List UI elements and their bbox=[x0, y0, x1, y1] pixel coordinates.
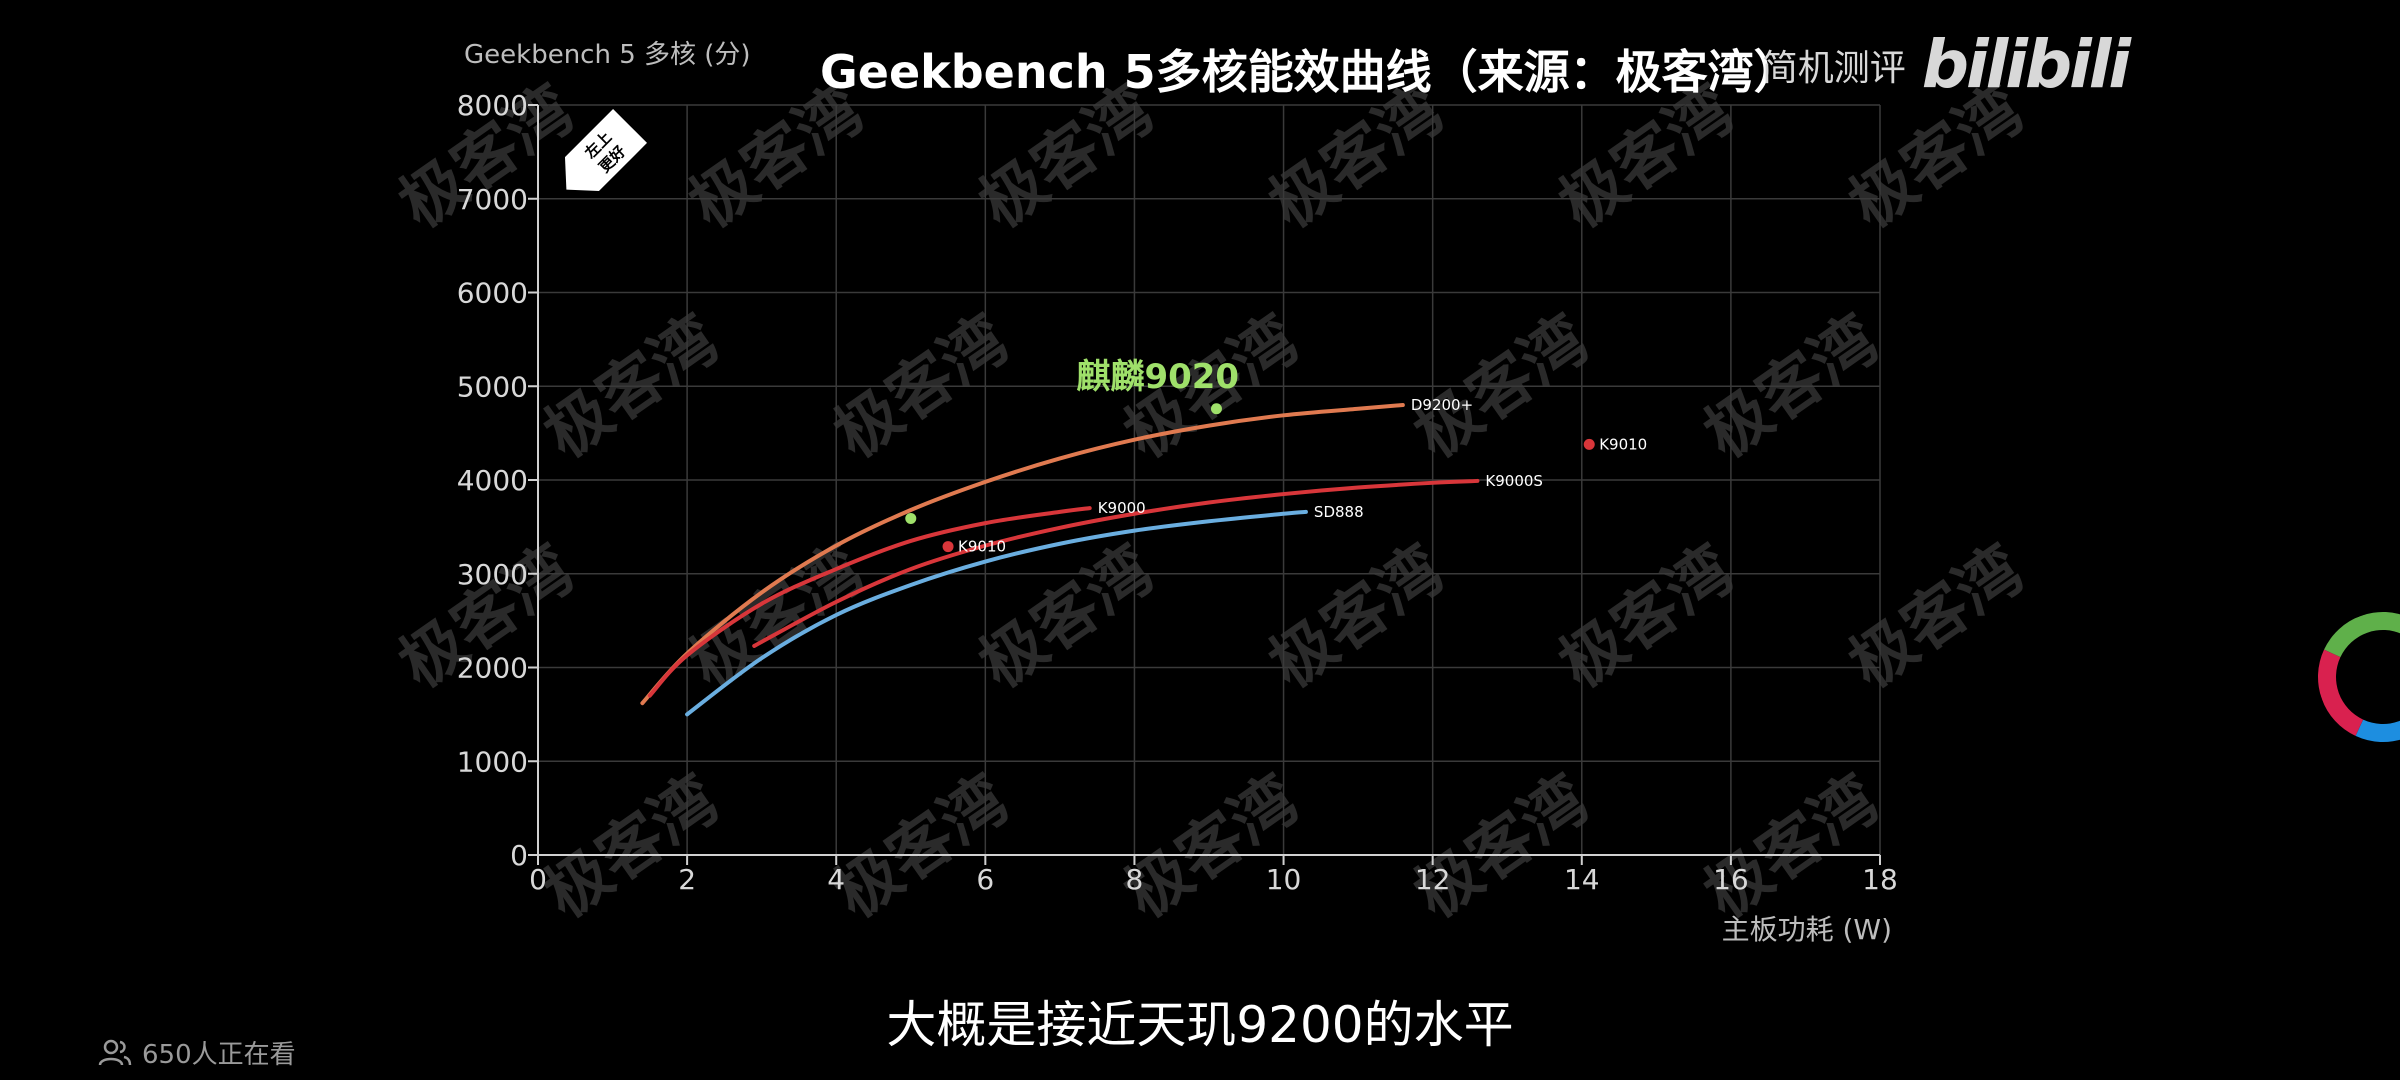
watermark-text: 极客湾 bbox=[1547, 532, 1747, 703]
x-axis-label: 主板功耗 (W) bbox=[1722, 913, 1892, 946]
point-label: K9010 bbox=[958, 538, 1006, 556]
y-tick-label: 2000 bbox=[457, 652, 528, 685]
viewer-count-text: 650人正在看 bbox=[142, 1040, 296, 1070]
viewer-count: 650人正在看 bbox=[98, 1034, 296, 1071]
series-label-d9200: D9200+ bbox=[1411, 396, 1473, 414]
watermark-text: 极客湾 bbox=[1402, 302, 1602, 473]
data-markers bbox=[905, 403, 1595, 553]
x-tick-label: 2 bbox=[678, 863, 696, 896]
video-subtitle: 大概是接近天玑9200的水平 bbox=[886, 996, 1514, 1054]
y-axis-label: Geekbench 5 多核 (分) bbox=[464, 40, 751, 70]
y-tick-label: 3000 bbox=[457, 558, 528, 591]
x-tick-label: 0 bbox=[529, 863, 547, 896]
watermark-text: 极客湾 bbox=[822, 762, 1022, 933]
x-tick-label: 14 bbox=[1564, 863, 1600, 896]
x-tick-label: 8 bbox=[1126, 863, 1144, 896]
y-tick-label: 5000 bbox=[457, 370, 528, 403]
watermark-text: 极客湾 bbox=[532, 762, 732, 933]
chart-title: Geekbench 5多核能效曲线（来源：极客湾） bbox=[820, 45, 1800, 99]
y-tick-label: 4000 bbox=[457, 464, 528, 497]
series-label-sd888: SD888 bbox=[1314, 503, 1364, 521]
series-lines bbox=[640, 403, 1480, 717]
watermark-text: 极客湾 bbox=[1692, 302, 1892, 473]
x-tick-label: 12 bbox=[1415, 863, 1451, 896]
series-labels: D9200+ K9000 K9000S SD888 K9010 K9010 麒麟9020 bbox=[958, 357, 1647, 556]
people-icon bbox=[98, 1039, 132, 1065]
data-point bbox=[1583, 438, 1595, 450]
x-tick-label: 6 bbox=[976, 863, 994, 896]
y-tick-label: 1000 bbox=[457, 745, 528, 778]
watermark-text: 极客湾 bbox=[822, 302, 1022, 473]
data-point bbox=[1210, 403, 1222, 415]
watermark-text: 极客湾 bbox=[1402, 762, 1602, 933]
point-label: 麒麟9020 bbox=[1076, 357, 1239, 397]
y-tick-label: 6000 bbox=[457, 277, 528, 310]
point-label: K9010 bbox=[1599, 435, 1647, 453]
data-point bbox=[942, 541, 954, 553]
channel-branding: 简机测评 bilibili bbox=[1761, 26, 2131, 103]
series-line-k9000 bbox=[647, 506, 1092, 698]
watermark-text: 极客湾 bbox=[1692, 762, 1892, 933]
data-point bbox=[905, 512, 917, 524]
x-tick-label: 16 bbox=[1713, 863, 1749, 896]
series-line-sd888 bbox=[685, 509, 1308, 717]
series-line-k9000s bbox=[752, 478, 1480, 648]
x-tick-label: 10 bbox=[1266, 863, 1302, 896]
x-tick-label: 4 bbox=[827, 863, 845, 896]
x-tick-label: 18 bbox=[1862, 863, 1898, 896]
bilibili-logo-icon: bilibili bbox=[1921, 26, 2131, 103]
y-tick-label: 8000 bbox=[457, 89, 528, 122]
badge-arrow-icon bbox=[564, 108, 648, 192]
watermark-text: 极客湾 bbox=[1837, 532, 2037, 703]
watermark-text: 极客湾 bbox=[1257, 532, 1457, 703]
axes: 0 2 4 6 8 10 12 14 16 18 0 1000 2000 3000 4000 5000 6000… bbox=[457, 89, 1898, 896]
watermark-text: 极客湾 bbox=[677, 532, 877, 703]
y-tick-label: 0 bbox=[510, 839, 528, 872]
series-label-k9000: K9000 bbox=[1098, 499, 1146, 517]
y-tick-label: 7000 bbox=[457, 183, 528, 216]
watermark-text: 极客湾 bbox=[1112, 762, 1312, 933]
channel-name: 简机测评 bbox=[1761, 48, 1906, 89]
series-line-d9200 bbox=[640, 403, 1405, 706]
watermark-text: 极客湾 bbox=[532, 302, 732, 473]
series-label-k9000s: K9000S bbox=[1485, 472, 1543, 490]
